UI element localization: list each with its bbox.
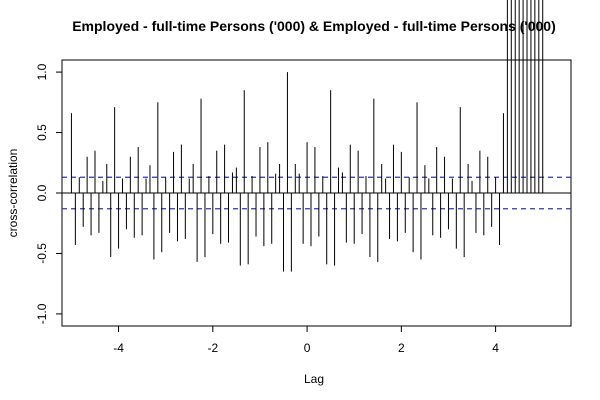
y-tick-label: 1.0 bbox=[35, 63, 49, 80]
x-tick-label: 4 bbox=[492, 341, 499, 355]
y-tick-label: -1.0 bbox=[35, 303, 49, 324]
plot-area bbox=[61, 0, 572, 327]
y-axis-label: cross-correlation bbox=[6, 149, 20, 238]
x-axis-label: Lag bbox=[304, 372, 324, 386]
x-axis: -4 -2 0 2 4 bbox=[113, 326, 499, 355]
x-tick-label: 2 bbox=[398, 341, 405, 355]
x-tick-label: -2 bbox=[207, 341, 218, 355]
chart-title: Employed - full-time Persons ('000) & Em… bbox=[72, 18, 556, 34]
y-axis: -1.0 -0.5 0.0 0.5 1.0 bbox=[35, 63, 62, 324]
y-tick-label: 0.5 bbox=[35, 124, 49, 141]
y-tick-label: 0.0 bbox=[35, 184, 49, 201]
x-tick-label: 0 bbox=[304, 341, 311, 355]
y-tick-label: -0.5 bbox=[35, 243, 49, 264]
x-tick-label: -4 bbox=[113, 341, 124, 355]
